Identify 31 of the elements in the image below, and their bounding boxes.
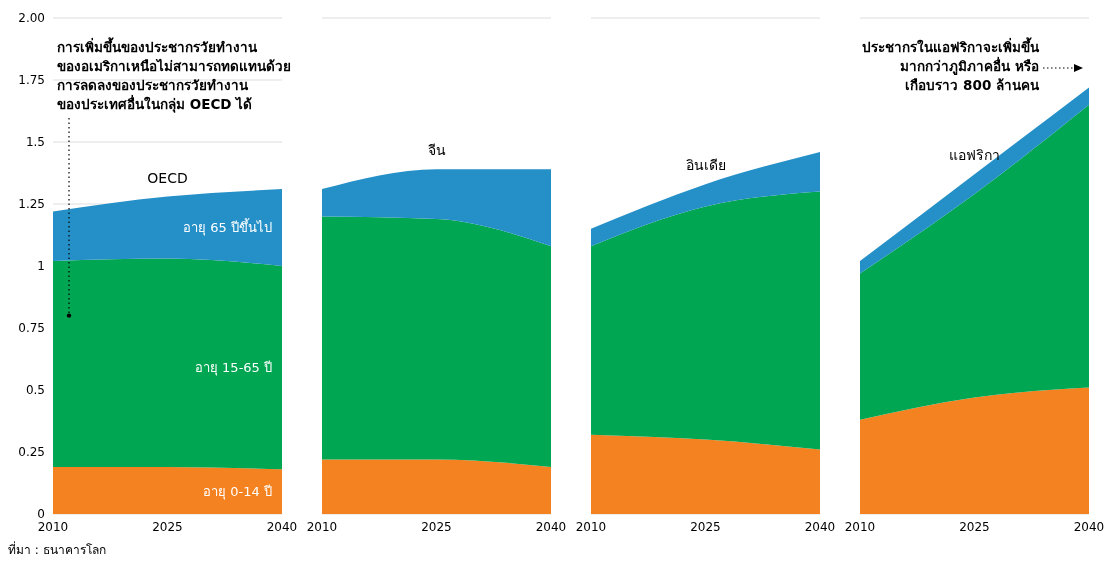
x-tick-label: 2010 <box>306 519 338 534</box>
text: แอฟริกา <box>949 147 1000 164</box>
y-tick-label: 0.75 <box>18 321 45 336</box>
x-tick-label: 2025 <box>690 519 721 534</box>
x-tick-label: 2040 <box>804 519 836 534</box>
series-label: อายุ 0-14 ปี <box>203 484 272 501</box>
x-tick-label: 2025 <box>421 519 452 534</box>
y-tick-label: 0 <box>37 507 45 522</box>
y-tick-label: 1 <box>37 259 45 274</box>
y-tick-label: 2.00 <box>18 11 45 26</box>
x-tick-label: 2010 <box>37 519 69 534</box>
y-tick-label: 1.5 <box>25 135 45 150</box>
x-tick-label: 2040 <box>535 519 567 534</box>
text: อินเดีย <box>685 157 726 174</box>
x-tick-label: 2010 <box>575 519 607 534</box>
x-tick-label: 2025 <box>152 519 183 534</box>
series-label: อายุ 65 ปีขึ้นไป <box>183 218 272 237</box>
x-tick-label: 2025 <box>959 519 990 534</box>
x-tick-label: 2040 <box>1073 519 1105 534</box>
y-tick-label: 0.5 <box>25 383 45 398</box>
y-tick-label: 1.25 <box>18 197 45 212</box>
y-tick-label: 1.75 <box>18 73 45 88</box>
x-tick-label: 2010 <box>844 519 876 534</box>
x-tick-label: 2040 <box>266 519 298 534</box>
annotation: ประชากรในแอฟริกาจะเพิ่มขึ้น มากกว่าภูมิภาคอื่น หรือ เกือบราว 800 ล้านคน <box>862 38 1039 95</box>
text: ที่มา : ธนาคารโลก <box>8 540 106 559</box>
text: OECD <box>147 169 188 186</box>
y-tick-label: 0.25 <box>18 445 45 460</box>
text: จีน <box>427 142 446 159</box>
series-label: อายุ 15-65 ปี <box>194 360 272 377</box>
annotation: การเพิ่มขึ้นของประชากรวัยทำงาน ของอเมริกาเหนือไม่สามารถทดแทนด้วย การลดลงของประชากรวัยทำงาน ของประเทศอื่นในกลุ่ม OECD ได้ <box>57 38 292 114</box>
